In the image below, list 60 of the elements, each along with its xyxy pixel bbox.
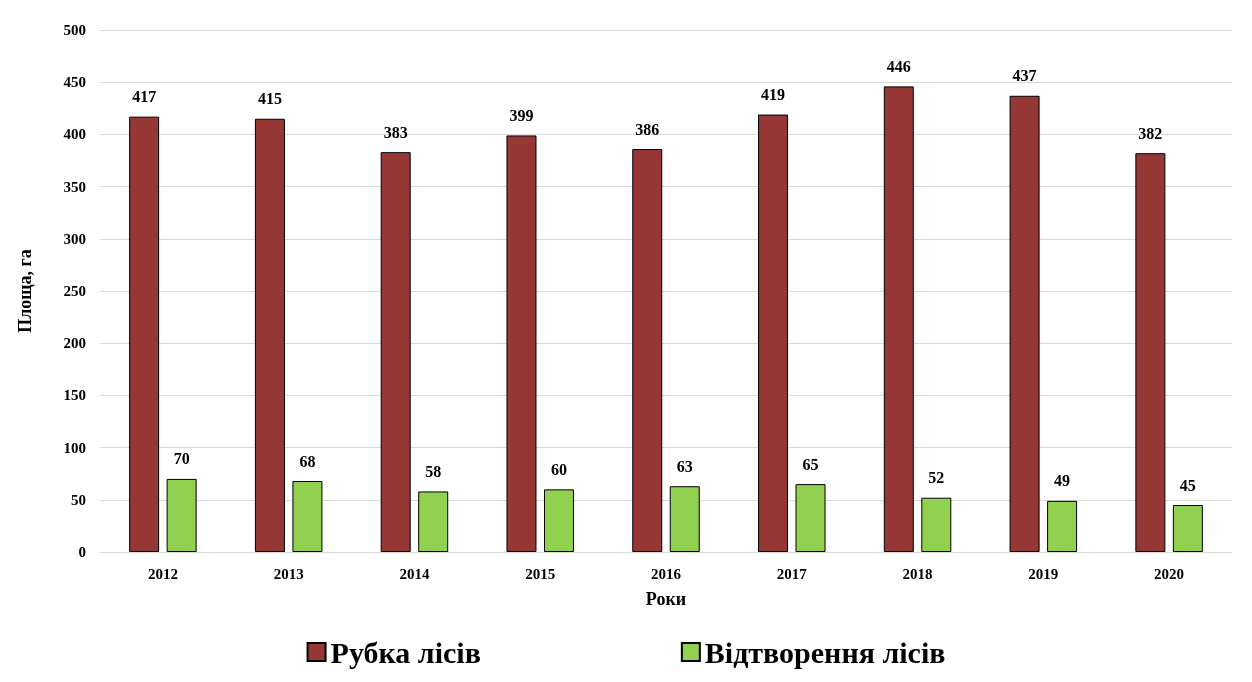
- y-tick-label: 0: [78, 544, 86, 560]
- data-label: 58: [425, 462, 442, 480]
- data-label: 417: [132, 88, 157, 106]
- bar: [1172, 505, 1203, 552]
- x-tick-label: 2014: [399, 565, 430, 582]
- bar: [380, 152, 411, 552]
- data-label: 68: [299, 452, 316, 470]
- bar: [129, 116, 160, 552]
- bar: [506, 135, 537, 552]
- y-tick-label: 350: [63, 178, 86, 195]
- bar: [166, 478, 197, 552]
- data-label: 60: [550, 460, 567, 478]
- y-tick-label: 450: [63, 74, 86, 91]
- legend-label: Відтворення лісів: [704, 635, 946, 669]
- bar: [883, 86, 914, 552]
- y-tick-label: 500: [63, 22, 86, 38]
- x-tick-label: 2013: [273, 565, 304, 582]
- data-label: 399: [509, 106, 534, 124]
- data-label: 45: [1179, 476, 1196, 494]
- x-tick-label: 2016: [651, 565, 682, 582]
- x-axis-title: Роки: [645, 589, 687, 609]
- bar: [921, 497, 952, 552]
- x-tick-label: 2019: [1028, 565, 1059, 582]
- data-label: 382: [1138, 124, 1163, 142]
- bar: [1009, 95, 1040, 552]
- data-label: 65: [802, 455, 819, 473]
- bar: [543, 489, 574, 552]
- data-label: 415: [257, 90, 282, 108]
- data-label: 70: [173, 450, 190, 468]
- y-tick-label: 250: [63, 283, 86, 299]
- y-tick-label: 150: [63, 387, 86, 404]
- data-label: 437: [1012, 67, 1037, 85]
- x-tick-label: 2015: [525, 565, 556, 582]
- data-label: 52: [928, 469, 945, 487]
- x-tick-label: 2017: [776, 565, 808, 582]
- bar: [632, 149, 663, 552]
- y-tick-label: 100: [63, 439, 86, 456]
- y-tick-label: 300: [63, 230, 86, 247]
- bar: [1135, 153, 1166, 552]
- bar: [795, 484, 826, 552]
- data-label: 386: [635, 120, 660, 138]
- y-tick-label: 50: [71, 491, 86, 508]
- x-tick-label: 2018: [902, 565, 933, 582]
- bar: [292, 481, 323, 552]
- y-axis-title: Площа, га: [15, 249, 35, 333]
- data-label: 446: [886, 57, 911, 75]
- y-tick-label: 400: [63, 126, 86, 143]
- bar: [758, 114, 789, 552]
- bar: [254, 118, 285, 552]
- bar: [418, 491, 449, 552]
- data-label: 383: [383, 123, 408, 141]
- data-label: 419: [761, 86, 786, 104]
- data-label: 63: [676, 457, 693, 475]
- x-tick-label: 2020: [1154, 565, 1185, 582]
- y-tick-label: 200: [63, 335, 86, 352]
- bar: [669, 486, 700, 552]
- data-label: 49: [1054, 472, 1071, 490]
- bar: [1047, 500, 1078, 552]
- legend-label: Рубка лісів: [330, 635, 481, 669]
- x-tick-label: 2012: [147, 565, 178, 582]
